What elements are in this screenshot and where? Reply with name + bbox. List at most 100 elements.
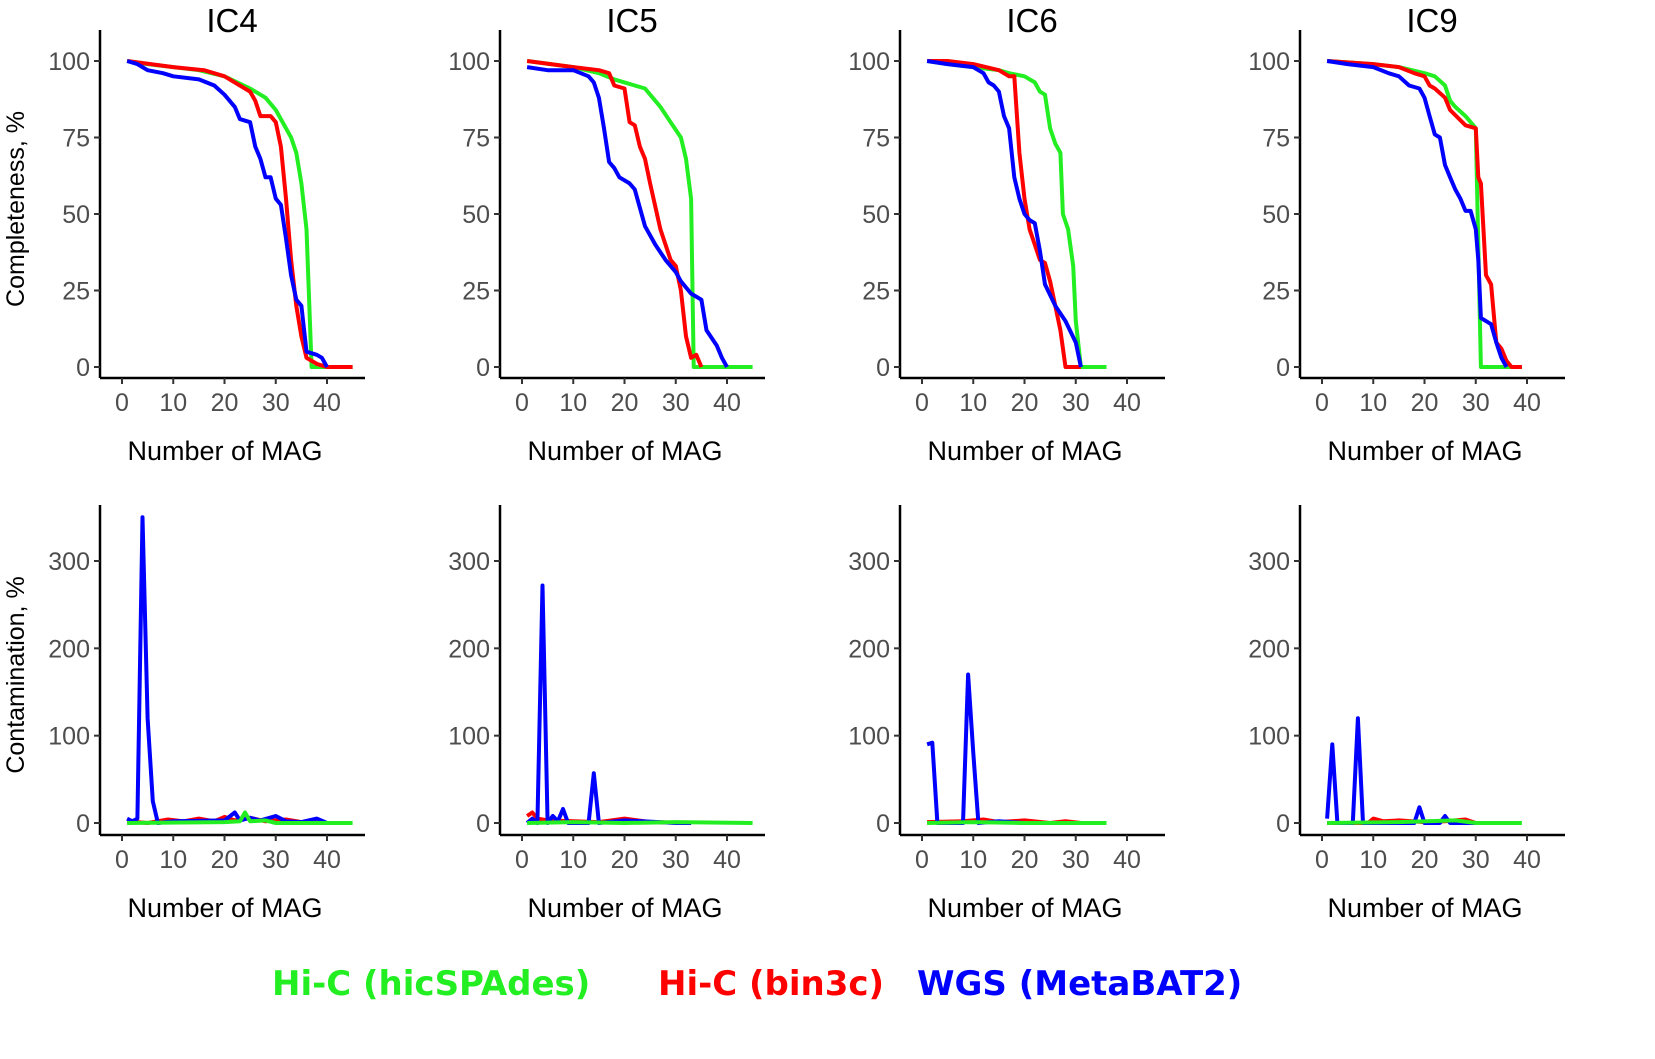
- panel-0: IC4 0 25 50 75 100 0 10 20 30 40 Number of MAG Compl…: [2, 2, 365, 466]
- y-tick-label: 100: [1248, 48, 1290, 76]
- panel-2: IC6 0 25 50 75 100 0 10 20 30 40 Number of MAG: [848, 2, 1165, 466]
- x-axis-label: Number of MAG: [127, 893, 322, 923]
- panel-title: IC5: [606, 2, 657, 39]
- series-line-hi-c-hicspades: [126, 59, 353, 369]
- y-tick-label: 25: [462, 278, 490, 306]
- series-line-hi-c-hicspades: [1327, 818, 1522, 825]
- y-tick-label: 100: [848, 723, 890, 751]
- legend-metabat2: WGS (MetaBAT2): [917, 964, 1242, 1004]
- series-line-wgs-metabat2: [126, 59, 329, 368]
- x-tick-label: 30: [262, 846, 290, 874]
- x-axis-label: Number of MAG: [927, 893, 1122, 923]
- y-tick-label: 300: [848, 548, 890, 576]
- x-tick-label: 30: [662, 389, 690, 417]
- x-tick-label: 20: [1411, 389, 1439, 417]
- x-axis-label: Number of MAG: [527, 436, 722, 466]
- y-tick-label: 200: [448, 635, 490, 663]
- series-line-hi-c-hicspades: [526, 59, 753, 369]
- y-tick-label: 25: [62, 278, 90, 306]
- y-tick-label: 25: [1262, 278, 1290, 306]
- legend-bin3c: Hi-C (bin3c): [658, 964, 884, 1004]
- x-tick-label: 40: [313, 846, 341, 874]
- y-tick-label: 50: [1262, 201, 1290, 229]
- series-line-wgs-metabat2: [1326, 59, 1509, 368]
- x-tick-label: 10: [159, 846, 187, 874]
- series-line-wgs-metabat2: [926, 672, 1081, 825]
- x-tick-label: 30: [262, 389, 290, 417]
- x-tick-label: 20: [1411, 846, 1439, 874]
- x-tick-label: 40: [1513, 389, 1541, 417]
- y-tick-label: 100: [48, 48, 90, 76]
- series-line-wgs-metabat2: [126, 515, 328, 825]
- y-tick-label: 75: [1262, 125, 1290, 153]
- panel-4: 0 100 200 300 0 10 20 30 40 Number of MAG Contamin…: [2, 505, 365, 923]
- y-tick-label: 75: [862, 125, 890, 153]
- panel-3: IC9 0 25 50 75 100 0 10 20 30 40 Number of MAG: [1248, 2, 1565, 466]
- x-axis-label: Number of MAG: [1327, 436, 1522, 466]
- x-tick-label: 20: [211, 389, 239, 417]
- x-tick-label: 30: [662, 846, 690, 874]
- y-tick-label: 50: [62, 201, 90, 229]
- y-tick-label: 0: [876, 354, 890, 382]
- x-tick-label: 20: [1011, 389, 1039, 417]
- x-tick-label: 40: [1113, 846, 1141, 874]
- y-tick-label: 300: [448, 548, 490, 576]
- x-tick-label: 0: [1315, 389, 1329, 417]
- x-tick-label: 0: [115, 846, 129, 874]
- series-line-hi-c-bin3c: [126, 59, 353, 369]
- x-tick-label: 10: [559, 846, 587, 874]
- legend-hicspades: Hi-C (hicSPAdes): [272, 964, 590, 1004]
- x-tick-label: 0: [915, 846, 929, 874]
- series-line-wgs-metabat2: [526, 65, 729, 368]
- y-tick-label: 0: [876, 810, 890, 838]
- x-tick-label: 30: [1462, 846, 1490, 874]
- y-tick-label: 0: [76, 810, 90, 838]
- series-line-wgs-metabat2: [1325, 716, 1507, 825]
- y-tick-label: 75: [62, 125, 90, 153]
- x-tick-label: 30: [1062, 846, 1090, 874]
- y-tick-label: 25: [862, 278, 890, 306]
- x-tick-label: 10: [1359, 846, 1387, 874]
- x-axis-label: Number of MAG: [1327, 893, 1522, 923]
- x-tick-label: 0: [515, 846, 529, 874]
- series-line-hi-c-hicspades: [927, 820, 1107, 825]
- x-tick-label: 20: [611, 389, 639, 417]
- x-tick-label: 20: [611, 846, 639, 874]
- x-tick-label: 40: [713, 846, 741, 874]
- y-axis-label: Completeness, %: [2, 111, 30, 307]
- x-tick-label: 40: [1513, 846, 1541, 874]
- series-line-wgs-metabat2: [525, 583, 692, 825]
- y-tick-label: 200: [48, 635, 90, 663]
- x-tick-label: 40: [313, 389, 341, 417]
- y-tick-label: 100: [448, 723, 490, 751]
- panel-title: IC9: [1406, 2, 1457, 39]
- y-tick-label: 0: [476, 810, 490, 838]
- x-tick-label: 40: [1113, 389, 1141, 417]
- x-tick-label: 10: [1359, 389, 1387, 417]
- y-axis-label: Contamination, %: [2, 576, 30, 773]
- series-line-hi-c-hicspades: [127, 810, 353, 825]
- series-line-hi-c-bin3c: [526, 59, 704, 368]
- x-tick-label: 30: [1062, 389, 1090, 417]
- y-tick-label: 100: [48, 723, 90, 751]
- x-axis-label: Number of MAG: [127, 436, 322, 466]
- panel-6: 0 100 200 300 0 10 20 30 40 Number of MAG: [848, 505, 1165, 923]
- series-line-hi-c-bin3c: [927, 59, 1081, 369]
- x-tick-label: 30: [1462, 389, 1490, 417]
- x-tick-label: 0: [515, 389, 529, 417]
- series-line-wgs-metabat2: [926, 59, 1083, 368]
- y-tick-label: 300: [48, 548, 90, 576]
- y-tick-label: 0: [76, 354, 90, 382]
- panel-title: IC4: [206, 2, 257, 39]
- series-line-hi-c-bin3c: [1326, 59, 1522, 369]
- y-tick-label: 100: [1248, 723, 1290, 751]
- y-tick-label: 50: [462, 201, 490, 229]
- x-tick-label: 0: [115, 389, 129, 417]
- y-tick-label: 0: [1276, 354, 1290, 382]
- panel-5: 0 100 200 300 0 10 20 30 40 Number of MAG: [448, 505, 765, 923]
- x-tick-label: 0: [1315, 846, 1329, 874]
- y-tick-label: 200: [848, 635, 890, 663]
- y-tick-label: 75: [462, 125, 490, 153]
- x-tick-label: 10: [559, 389, 587, 417]
- x-axis-label: Number of MAG: [927, 436, 1122, 466]
